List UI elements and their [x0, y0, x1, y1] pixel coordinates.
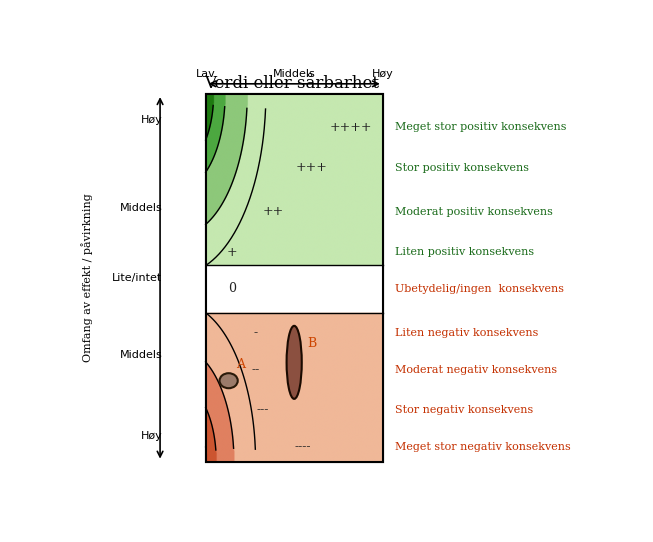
Text: Lav: Lav: [196, 69, 215, 79]
Text: -: -: [253, 326, 257, 339]
Text: Liten negativ konsekvens: Liten negativ konsekvens: [396, 328, 539, 338]
Text: ++: ++: [263, 205, 283, 218]
Text: ----: ----: [295, 440, 311, 453]
Text: Omfang av effekt / påvirkning: Omfang av effekt / påvirkning: [81, 193, 93, 362]
Text: Verdi eller sårbarhet: Verdi eller sårbarhet: [204, 75, 379, 93]
Text: Stor negativ konsekvens: Stor negativ konsekvens: [396, 405, 534, 415]
Text: Middels: Middels: [273, 69, 315, 79]
Ellipse shape: [287, 326, 302, 399]
Text: ++++: ++++: [330, 121, 372, 134]
Text: Middels: Middels: [120, 350, 163, 360]
Text: Høy: Høy: [141, 431, 163, 441]
Text: Meget stor negativ konsekvens: Meget stor negativ konsekvens: [396, 442, 571, 452]
Text: Stor positiv konsekvens: Stor positiv konsekvens: [396, 163, 530, 173]
Text: --: --: [251, 363, 259, 376]
Text: +: +: [227, 246, 238, 259]
Text: Moderat positiv konsekvens: Moderat positiv konsekvens: [396, 207, 553, 217]
Bar: [206, 94, 383, 462]
Text: Moderat negativ konsekvens: Moderat negativ konsekvens: [396, 365, 558, 375]
Text: Middels: Middels: [120, 203, 163, 213]
Text: B: B: [308, 338, 317, 351]
Text: ---: ---: [256, 404, 268, 417]
Text: 0: 0: [228, 282, 236, 295]
Text: Meget stor positiv konsekvens: Meget stor positiv konsekvens: [396, 122, 567, 132]
Circle shape: [219, 373, 238, 388]
Text: Høy: Høy: [141, 115, 163, 125]
Text: Høy: Høy: [372, 69, 394, 79]
Bar: [206, 94, 383, 462]
Text: Liten positiv konsekvens: Liten positiv konsekvens: [396, 247, 535, 257]
Text: +++: +++: [296, 161, 328, 174]
Text: Ubetydelig/ingen  konsekvens: Ubetydelig/ingen konsekvens: [396, 284, 564, 294]
Text: A: A: [236, 358, 246, 371]
Text: Lite/intet: Lite/intet: [112, 273, 163, 283]
